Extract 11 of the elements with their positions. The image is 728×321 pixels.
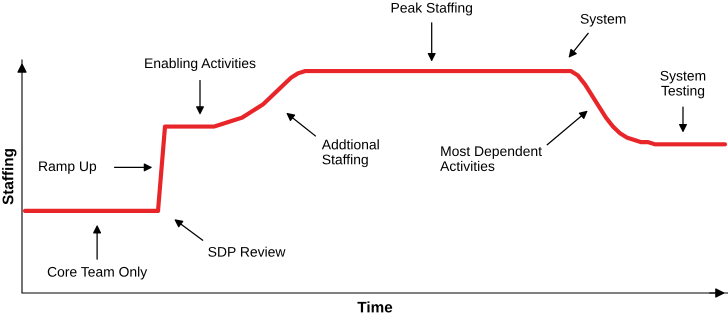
x-axis-title: Time bbox=[357, 301, 392, 313]
text: System bbox=[580, 14, 626, 27]
annotation: Most Dependent Activities bbox=[440, 146, 542, 172]
annotation: Addtional Staffing bbox=[322, 139, 379, 168]
annotation: Core Team Only bbox=[48, 266, 148, 280]
text: Enabling Activities bbox=[145, 58, 256, 71]
text: Peak Staffing bbox=[392, 2, 472, 16]
annotation: SDP Review bbox=[208, 246, 286, 257]
y-axis-title: Staffing bbox=[2, 149, 16, 204]
annotation: System Testing bbox=[660, 70, 706, 98]
annotation: Ramp Up bbox=[39, 161, 96, 174]
